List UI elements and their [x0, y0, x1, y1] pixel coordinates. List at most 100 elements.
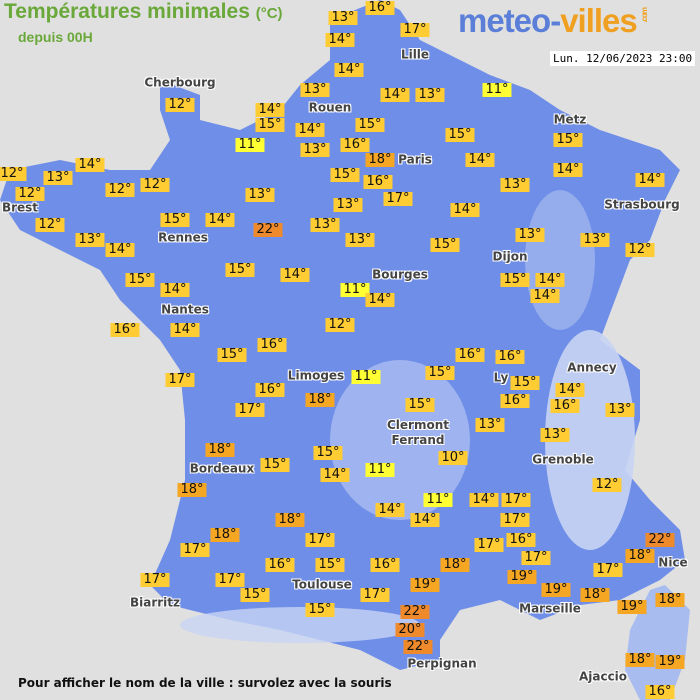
temperature-label[interactable]: 14°: [410, 513, 440, 527]
temperature-label[interactable]: 13°: [415, 88, 445, 102]
temperature-label[interactable]: 13°: [500, 178, 530, 192]
temperature-label[interactable]: 20°: [395, 623, 425, 637]
temperature-label[interactable]: 16°: [455, 348, 485, 362]
temperature-label[interactable]: 18°: [210, 528, 240, 542]
temperature-label[interactable]: 15°: [315, 558, 345, 572]
temperature-label[interactable]: 14°: [105, 243, 135, 257]
temperature-label[interactable]: 17°: [235, 403, 265, 417]
temperature-label[interactable]: 19°: [410, 578, 440, 592]
temperature-label[interactable]: 12°: [35, 218, 65, 232]
temperature-label[interactable]: 14°: [375, 503, 405, 517]
temperature-label[interactable]: 16°: [257, 338, 287, 352]
temperature-label[interactable]: 13°: [475, 418, 505, 432]
temperature-label[interactable]: 13°: [328, 11, 358, 25]
temperature-label[interactable]: 16°: [340, 138, 370, 152]
temperature-label[interactable]: 15°: [330, 168, 360, 182]
temperature-label[interactable]: 12°: [325, 318, 355, 332]
temperature-label[interactable]: 13°: [540, 428, 570, 442]
temperature-label[interactable]: 10°: [438, 451, 468, 465]
temperature-label[interactable]: 19°: [617, 600, 647, 614]
temperature-label[interactable]: 13°: [310, 218, 340, 232]
temperature-label[interactable]: 15°: [430, 238, 460, 252]
temperature-label[interactable]: 17°: [360, 588, 390, 602]
temperature-label[interactable]: 17°: [140, 573, 170, 587]
temperature-label[interactable]: 17°: [215, 573, 245, 587]
temperature-label[interactable]: 12°: [165, 98, 195, 112]
temperature-label[interactable]: 15°: [217, 348, 247, 362]
temperature-label[interactable]: 15°: [225, 263, 255, 277]
temperature-label[interactable]: 22°: [253, 223, 283, 237]
temperature-label[interactable]: 14°: [555, 383, 585, 397]
temperature-label[interactable]: 14°: [325, 33, 355, 47]
temperature-label[interactable]: 15°: [255, 118, 285, 132]
temperature-label[interactable]: 18°: [440, 558, 470, 572]
temperature-label[interactable]: 18°: [275, 513, 305, 527]
temperature-label[interactable]: 13°: [605, 403, 635, 417]
temperature-label[interactable]: 16°: [645, 685, 675, 699]
temperature-label[interactable]: 16°: [265, 558, 295, 572]
temperature-label[interactable]: 15°: [425, 366, 455, 380]
temperature-label[interactable]: 13°: [300, 83, 330, 97]
temperature-label[interactable]: 14°: [170, 323, 200, 337]
temperature-label[interactable]: 14°: [469, 493, 499, 507]
temperature-label[interactable]: 15°: [160, 213, 190, 227]
temperature-label[interactable]: 12°: [140, 178, 170, 192]
temperature-label[interactable]: 14°: [295, 123, 325, 137]
temperature-label[interactable]: 16°: [550, 399, 580, 413]
temperature-label[interactable]: 11°: [482, 83, 512, 97]
temperature-label[interactable]: 14°: [530, 289, 560, 303]
temperature-label[interactable]: 15°: [305, 603, 335, 617]
temperature-label[interactable]: 22°: [403, 640, 433, 654]
temperature-label[interactable]: 19°: [507, 570, 537, 584]
temperature-label[interactable]: 17°: [400, 23, 430, 37]
temperature-label[interactable]: 19°: [655, 655, 685, 669]
temperature-label[interactable]: 17°: [593, 563, 623, 577]
temperature-label[interactable]: 12°: [15, 187, 45, 201]
temperature-label[interactable]: 22°: [645, 533, 675, 547]
temperature-label[interactable]: 17°: [521, 551, 551, 565]
temperature-label[interactable]: 17°: [165, 373, 195, 387]
temperature-label[interactable]: 12°: [592, 478, 622, 492]
temperature-label[interactable]: 12°: [0, 167, 27, 181]
temperature-label[interactable]: 11°: [423, 493, 453, 507]
temperature-label[interactable]: 17°: [180, 543, 210, 557]
temperature-label[interactable]: 11°: [340, 283, 370, 297]
temperature-label[interactable]: 15°: [405, 398, 435, 412]
temperature-label[interactable]: 15°: [500, 273, 530, 287]
temperature-label[interactable]: 17°: [474, 538, 504, 552]
temperature-label[interactable]: 16°: [495, 350, 525, 364]
temperature-label[interactable]: 18°: [205, 443, 235, 457]
temperature-label[interactable]: 14°: [160, 283, 190, 297]
temperature-label[interactable]: 15°: [260, 458, 290, 472]
temperature-label[interactable]: 16°: [500, 394, 530, 408]
temperature-label[interactable]: 16°: [363, 175, 393, 189]
temperature-label[interactable]: 13°: [345, 233, 375, 247]
temperature-label[interactable]: 14°: [553, 163, 583, 177]
temperature-label[interactable]: 18°: [365, 153, 395, 167]
temperature-label[interactable]: 14°: [320, 468, 350, 482]
temperature-label[interactable]: 15°: [510, 376, 540, 390]
temperature-label[interactable]: 14°: [255, 103, 285, 117]
temperature-label[interactable]: 18°: [625, 549, 655, 563]
temperature-label[interactable]: 17°: [501, 493, 531, 507]
temperature-label[interactable]: 17°: [305, 533, 335, 547]
temperature-label[interactable]: 13°: [515, 228, 545, 242]
temperature-label[interactable]: 14°: [365, 293, 395, 307]
temperature-label[interactable]: 12°: [625, 243, 655, 257]
temperature-label[interactable]: 16°: [365, 1, 395, 15]
temperature-label[interactable]: 15°: [313, 446, 343, 460]
temperature-label[interactable]: 14°: [380, 88, 410, 102]
temperature-label[interactable]: 14°: [450, 203, 480, 217]
temperature-label[interactable]: 17°: [500, 513, 530, 527]
temperature-label[interactable]: 15°: [125, 273, 155, 287]
temperature-label[interactable]: 14°: [535, 273, 565, 287]
temperature-label[interactable]: 14°: [465, 153, 495, 167]
temperature-label[interactable]: 16°: [255, 383, 285, 397]
temperature-label[interactable]: 19°: [541, 583, 571, 597]
temperature-label[interactable]: 11°: [235, 138, 265, 152]
temperature-label[interactable]: 13°: [300, 143, 330, 157]
temperature-label[interactable]: 18°: [177, 483, 207, 497]
temperature-label[interactable]: 13°: [43, 171, 73, 185]
temperature-label[interactable]: 15°: [553, 133, 583, 147]
temperature-label[interactable]: 18°: [655, 593, 685, 607]
